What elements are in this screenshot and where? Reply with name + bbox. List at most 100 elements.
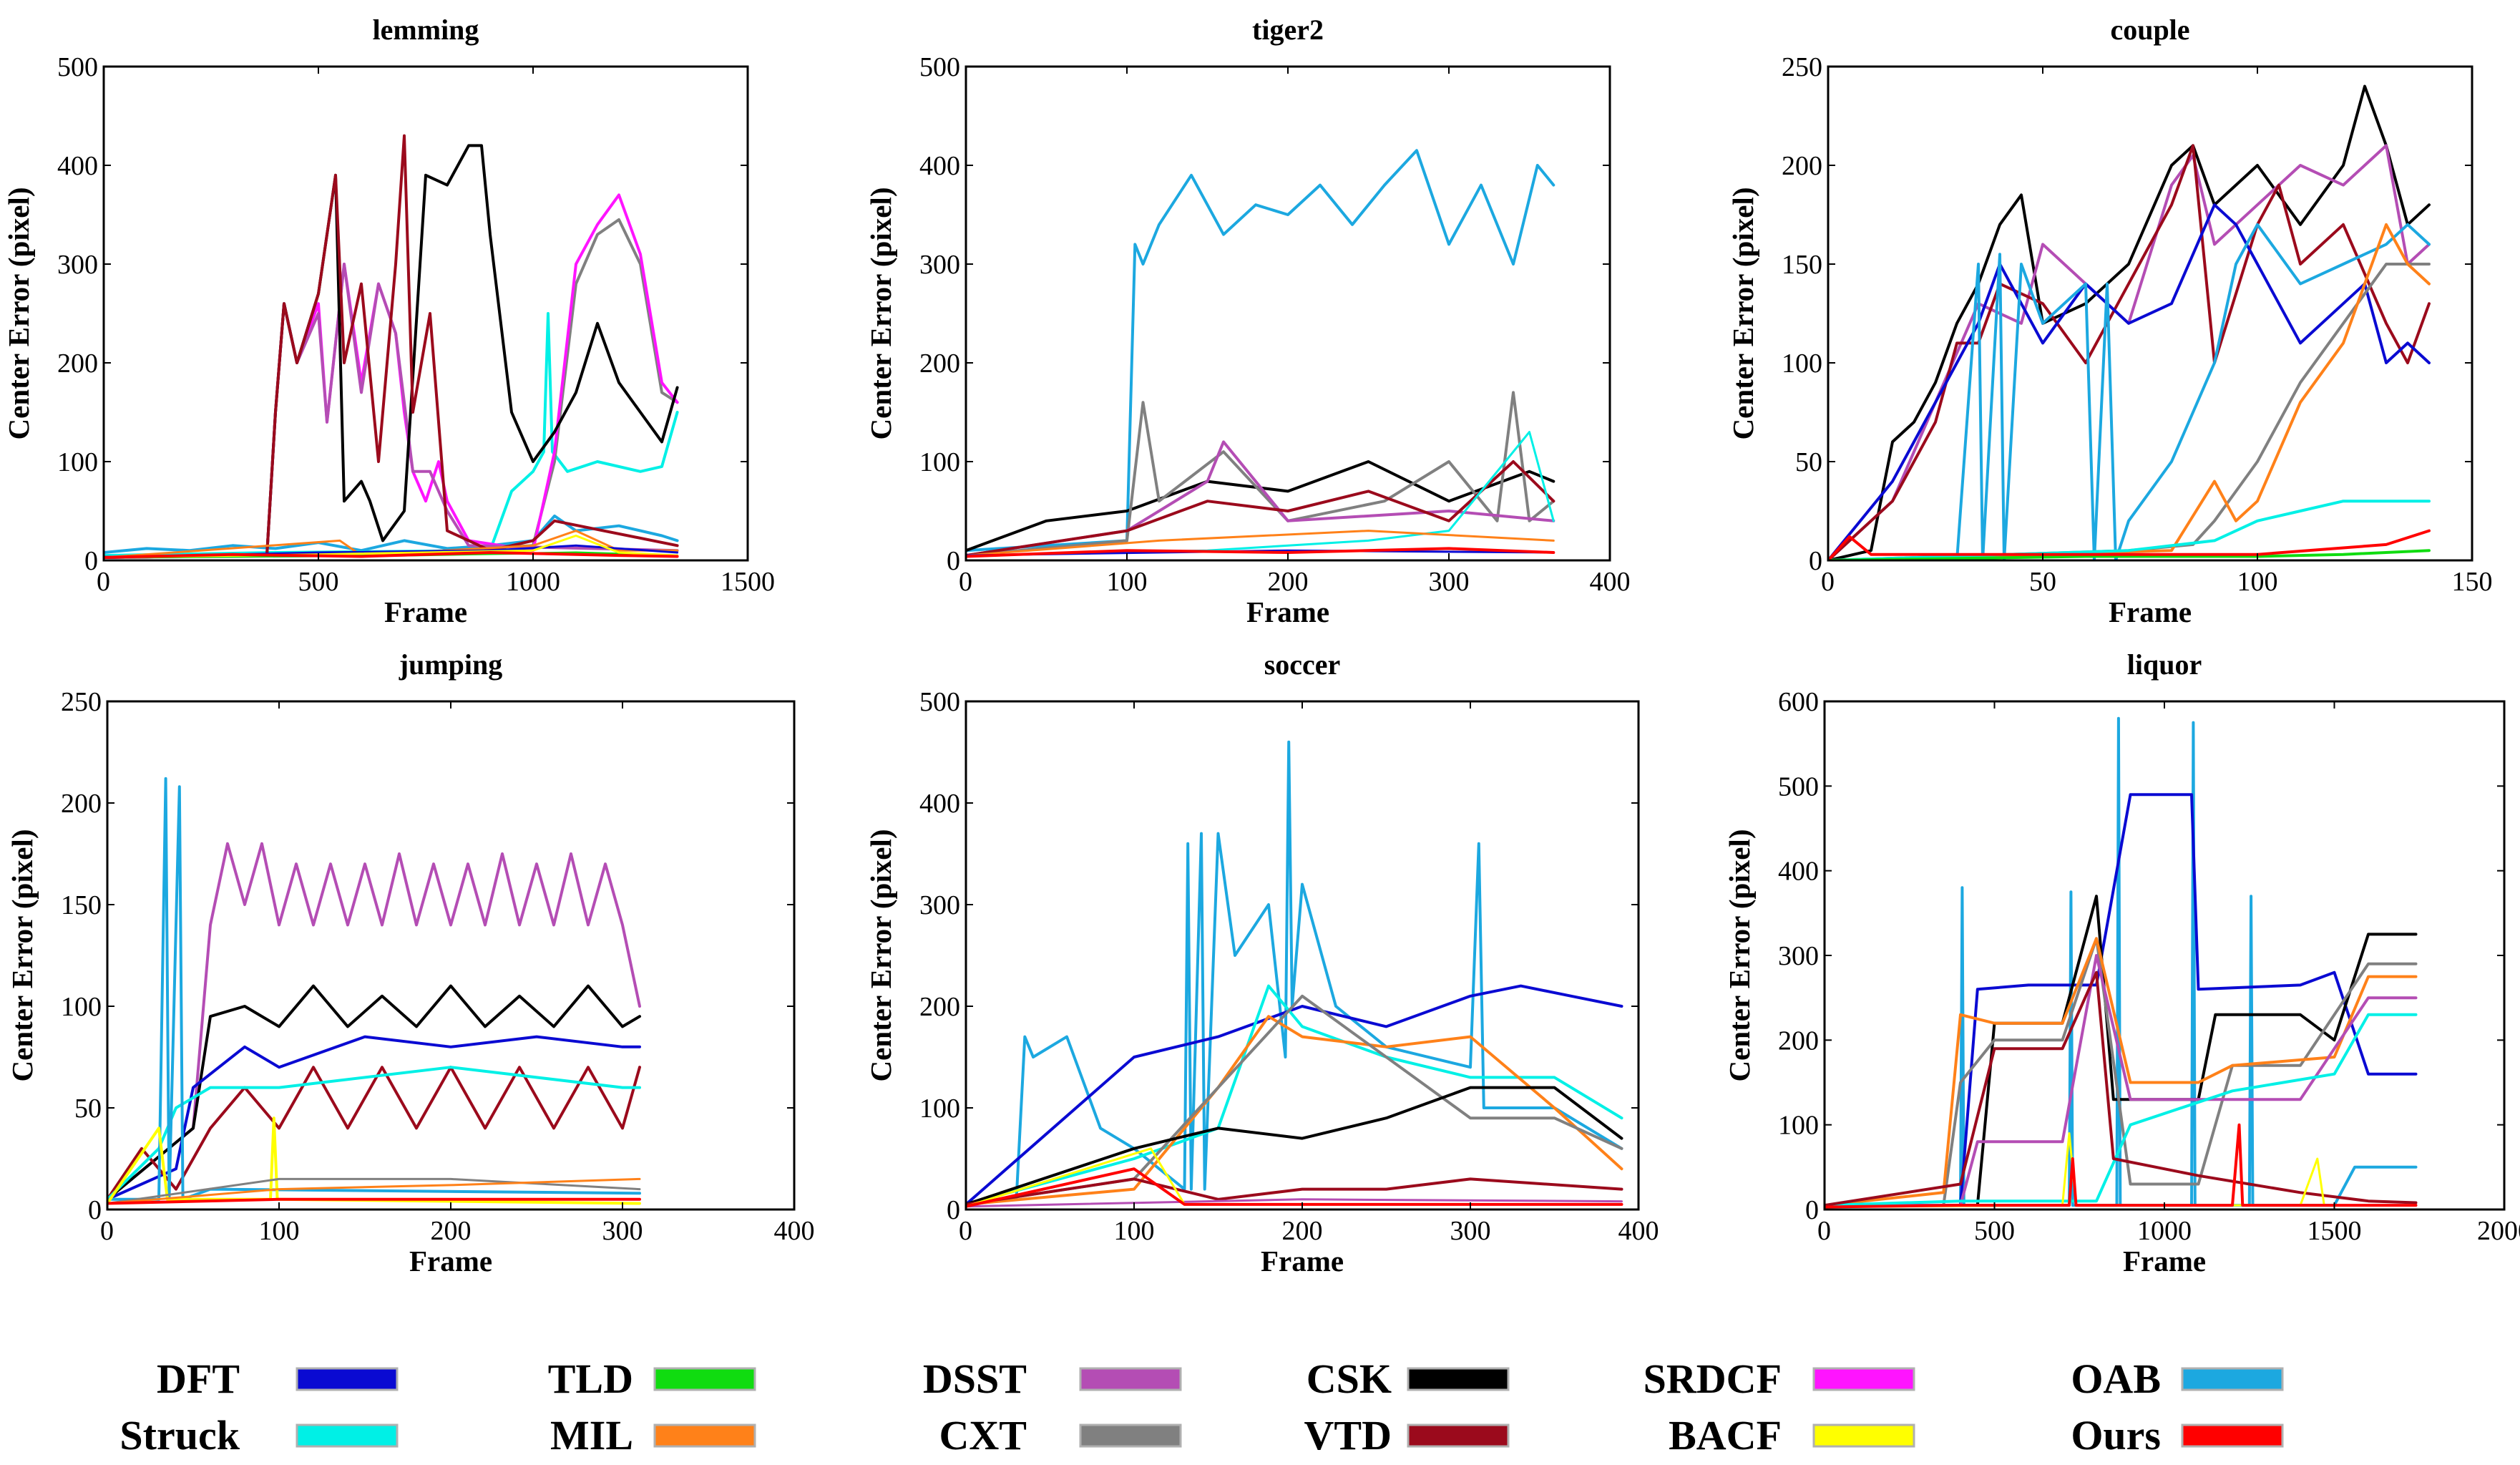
x-tick-label: 1000 [2137, 1216, 2192, 1246]
y-tick-label: 0 [1809, 546, 1822, 576]
legend-label: VTD [1304, 1412, 1392, 1459]
y-tick-label: 500 [1778, 772, 1819, 802]
charts-grid: 0 500 1000 15000100200300400500lemmingFrame… [2, 14, 2520, 1277]
y-tick-label: 500 [919, 687, 960, 717]
series-line-mil [1825, 937, 2418, 1207]
chart-title: tiger2 [1252, 14, 1324, 46]
legend-item-csk: CSK [1307, 1356, 1510, 1402]
plot-frame [102, 65, 749, 562]
x-tick-label: 0 [1817, 1216, 1831, 1246]
series-line-dft [1825, 793, 2418, 1207]
legend-swatch [1812, 1423, 1915, 1448]
x-tick-label: 200 [1268, 567, 1309, 597]
x-axis-label: Frame [1246, 595, 1329, 628]
chart-title: liquor [2127, 648, 2202, 681]
legend-swatch [2181, 1423, 2284, 1448]
series-line-vtd [966, 1177, 1623, 1206]
y-tick-label: 200 [919, 992, 960, 1022]
legend-item-tld: TLD [548, 1356, 756, 1402]
series-line-tld [104, 551, 679, 559]
x-tick-label: 0 [100, 1216, 114, 1246]
series-line-vtd [966, 460, 1556, 558]
y-axis-label: Center Error (pixel) [6, 829, 39, 1082]
legend-swatch [653, 1367, 756, 1391]
y-tick-label: 400 [919, 151, 960, 181]
series-line-dft [966, 984, 1623, 1206]
y-tick-label: 100 [61, 992, 102, 1022]
y-tick-label: 400 [919, 789, 960, 819]
series-line-ours [104, 551, 679, 559]
series-line-mil [966, 1015, 1623, 1206]
y-tick-label: 400 [1778, 857, 1819, 887]
legend-swatch [653, 1423, 756, 1448]
series-line-dft [1828, 203, 2431, 560]
series-line-ours [1825, 1123, 2418, 1209]
legend-swatch [1407, 1423, 1510, 1448]
x-tick-label: 500 [298, 567, 339, 597]
x-axis-label: Frame [409, 1245, 492, 1277]
series-group [1825, 716, 2418, 1209]
x-axis-label: Frame [2109, 595, 2192, 628]
y-tick-label: 200 [57, 349, 98, 379]
x-tick-label: 100 [1107, 567, 1148, 597]
y-tick-label: 250 [61, 687, 102, 717]
series-line-cxt [966, 391, 1556, 558]
series-line-cxt [107, 1177, 641, 1204]
y-tick-label: 200 [919, 349, 960, 379]
plot-area [104, 67, 748, 560]
chart-title: couple [2110, 14, 2189, 46]
y-tick-label: 100 [1778, 1111, 1819, 1141]
legend-label: Struck [119, 1412, 240, 1459]
y-tick-label: 150 [61, 890, 102, 920]
legend-label: SRDCF [1644, 1356, 1782, 1402]
y-axis-label: Center Error (pixel) [864, 188, 897, 440]
series-line-oab [1828, 223, 2431, 560]
x-axis-label: Frame [1261, 1245, 1344, 1277]
legend-item-dft: DFT [157, 1356, 399, 1402]
chart-couple: 0 50 100 150 0 50 100 150 200 250 couple Frame Cente… [1727, 14, 2493, 628]
y-axis-label: Center Error (pixel) [2, 188, 35, 440]
chart-jumping: 0 100 200 300 400 0 50 100 150 200 250 jumping Frame… [6, 648, 815, 1277]
y-tick-label: 0 [947, 546, 960, 576]
y-tick-label: 400 [57, 151, 98, 181]
y-tick-label: 0 [947, 1195, 960, 1225]
y-axis-label: Center Error (pixel) [1723, 829, 1756, 1082]
y-tick-label: 300 [57, 250, 98, 280]
series-group [966, 740, 1623, 1208]
x-tick-label: 100 [1114, 1216, 1155, 1246]
series-group [1828, 84, 2431, 560]
legend-label: MIL [550, 1412, 633, 1459]
series-line-ours [966, 1167, 1623, 1208]
series-line-oab [966, 149, 1556, 553]
plot-area [966, 67, 1610, 560]
x-tick-label: 0 [959, 1216, 972, 1246]
y-tick-label: 100 [919, 1094, 960, 1124]
x-tick-label: 500 [1974, 1216, 2015, 1246]
y-tick-label: 300 [919, 890, 960, 920]
series-line-dsst [1828, 144, 2431, 560]
x-tick-label: 0 [959, 567, 972, 597]
legend-swatch [296, 1367, 399, 1391]
legend: DFT Struck TLD MIL DSST CXT CSK VTD SRDCF BACF OAB… [119, 1356, 2284, 1459]
series-line-mil [966, 530, 1555, 557]
legend-label: TLD [548, 1356, 633, 1402]
legend-swatch [1079, 1423, 1182, 1448]
x-tick-label: 400 [774, 1216, 815, 1246]
x-tick-label: 200 [1282, 1216, 1323, 1246]
chart-tiger2: 0 100 200 300 400 0 100 200 300 400 500 tiger2 Frame… [864, 14, 1631, 628]
series-line-mil [107, 1177, 641, 1204]
chart-lemming: 0 500 1000 1500 0 100 200 300 400 500 lemming Frame… [2, 14, 775, 628]
series-group [107, 777, 641, 1205]
x-tick-label: 0 [97, 567, 110, 597]
legend-label: OAB [2071, 1356, 2161, 1402]
legend-swatch [1407, 1367, 1510, 1391]
x-tick-label: 300 [1429, 567, 1470, 597]
x-tick-label: 1500 [721, 567, 775, 597]
y-axis-label: Center Error (pixel) [1727, 188, 1759, 440]
series-line-dft [107, 1035, 641, 1201]
x-tick-label: 1000 [506, 567, 560, 597]
legend-item-mil: MIL [550, 1412, 756, 1459]
y-tick-label: 250 [1782, 52, 1822, 82]
series-line-vtd [1825, 970, 2418, 1207]
